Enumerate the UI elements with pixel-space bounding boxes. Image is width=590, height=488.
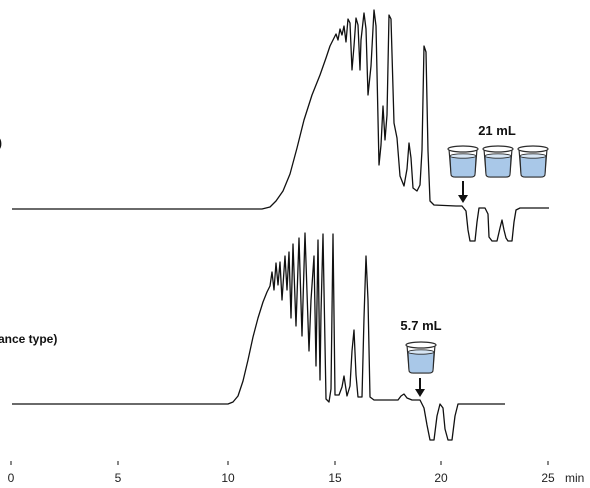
upper-beaker-icon-2	[482, 145, 514, 178]
lower-beaker-group	[405, 341, 437, 374]
upper-collection-volume: 21 mL	[478, 123, 516, 138]
upper-series-label: )	[0, 136, 2, 150]
x-tick-label-5: 5	[115, 471, 122, 485]
lower-trace	[12, 232, 505, 441]
x-tick-label-10: 10	[221, 471, 235, 485]
lower-arrow-head	[415, 389, 425, 397]
upper-beaker-group	[447, 145, 549, 178]
lower-beaker-icon-1	[405, 341, 437, 374]
upper-trace	[12, 9, 549, 242]
lower-series-label: ance type)	[0, 332, 57, 346]
lower-chromatogram: ance type) 5.7 mL	[0, 232, 505, 441]
x-tick-label-20: 20	[434, 471, 448, 485]
x-axis-unit: min	[565, 471, 584, 485]
upper-chromatogram: ) 21 mL	[0, 9, 549, 242]
upper-arrow-head	[458, 195, 468, 203]
lower-collection-volume: 5.7 mL	[400, 318, 441, 333]
x-tick-label-25: 25	[541, 471, 555, 485]
upper-beaker-icon-1	[447, 145, 479, 178]
x-tick-label-15: 15	[328, 471, 342, 485]
x-axis: 0 5 10 15 20 25 min	[8, 461, 584, 485]
upper-beaker-icon-3	[517, 145, 549, 178]
x-tick-label-0: 0	[8, 471, 15, 485]
